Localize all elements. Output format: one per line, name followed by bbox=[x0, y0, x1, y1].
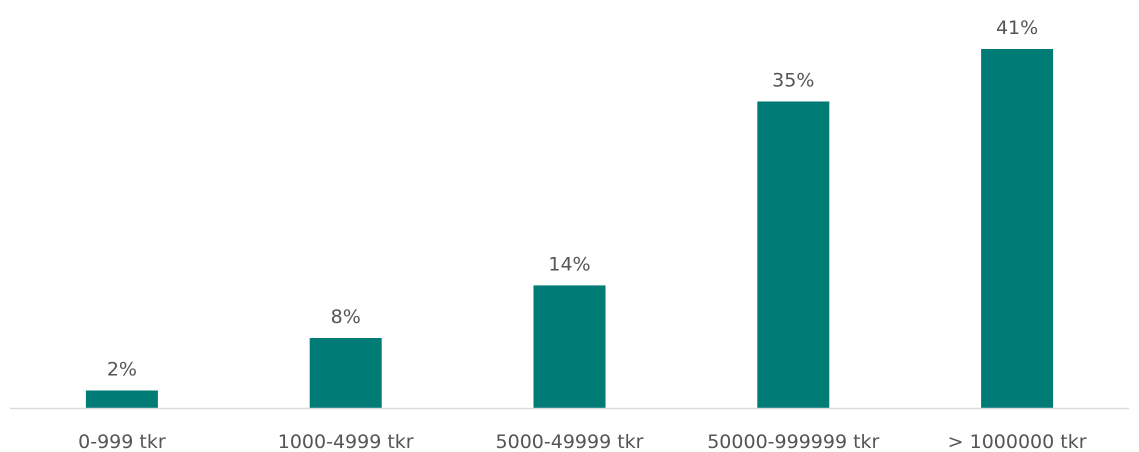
x-tick-labels-group: 0-999 tkr 1000-4999 tkr 5000-49999 tkr 5000… bbox=[78, 431, 1087, 452]
bar-0 bbox=[85, 390, 158, 408]
x-tick-label-0: 0-999 tkr bbox=[78, 431, 166, 452]
value-label-1: 8% bbox=[331, 306, 361, 328]
x-tick-label-2: 5000-49999 tkr bbox=[496, 431, 644, 452]
x-tick-label-1: 1000-4999 tkr bbox=[278, 431, 414, 452]
value-label-3: 35% bbox=[772, 70, 814, 92]
value-labels-group: 2% 8% 14% 35% 41% bbox=[107, 17, 1038, 381]
value-label-0: 2% bbox=[107, 359, 137, 381]
bar-1 bbox=[309, 338, 382, 408]
value-label-2: 14% bbox=[548, 253, 590, 275]
bar-2 bbox=[533, 285, 606, 408]
value-label-4: 41% bbox=[996, 17, 1038, 39]
x-tick-label-4: > 1000000 tkr bbox=[948, 431, 1087, 452]
bars-group bbox=[85, 49, 1054, 408]
bar-3 bbox=[757, 101, 830, 408]
x-tick-label-3: 50000-999999 tkr bbox=[707, 431, 879, 452]
bar-4 bbox=[981, 49, 1054, 408]
